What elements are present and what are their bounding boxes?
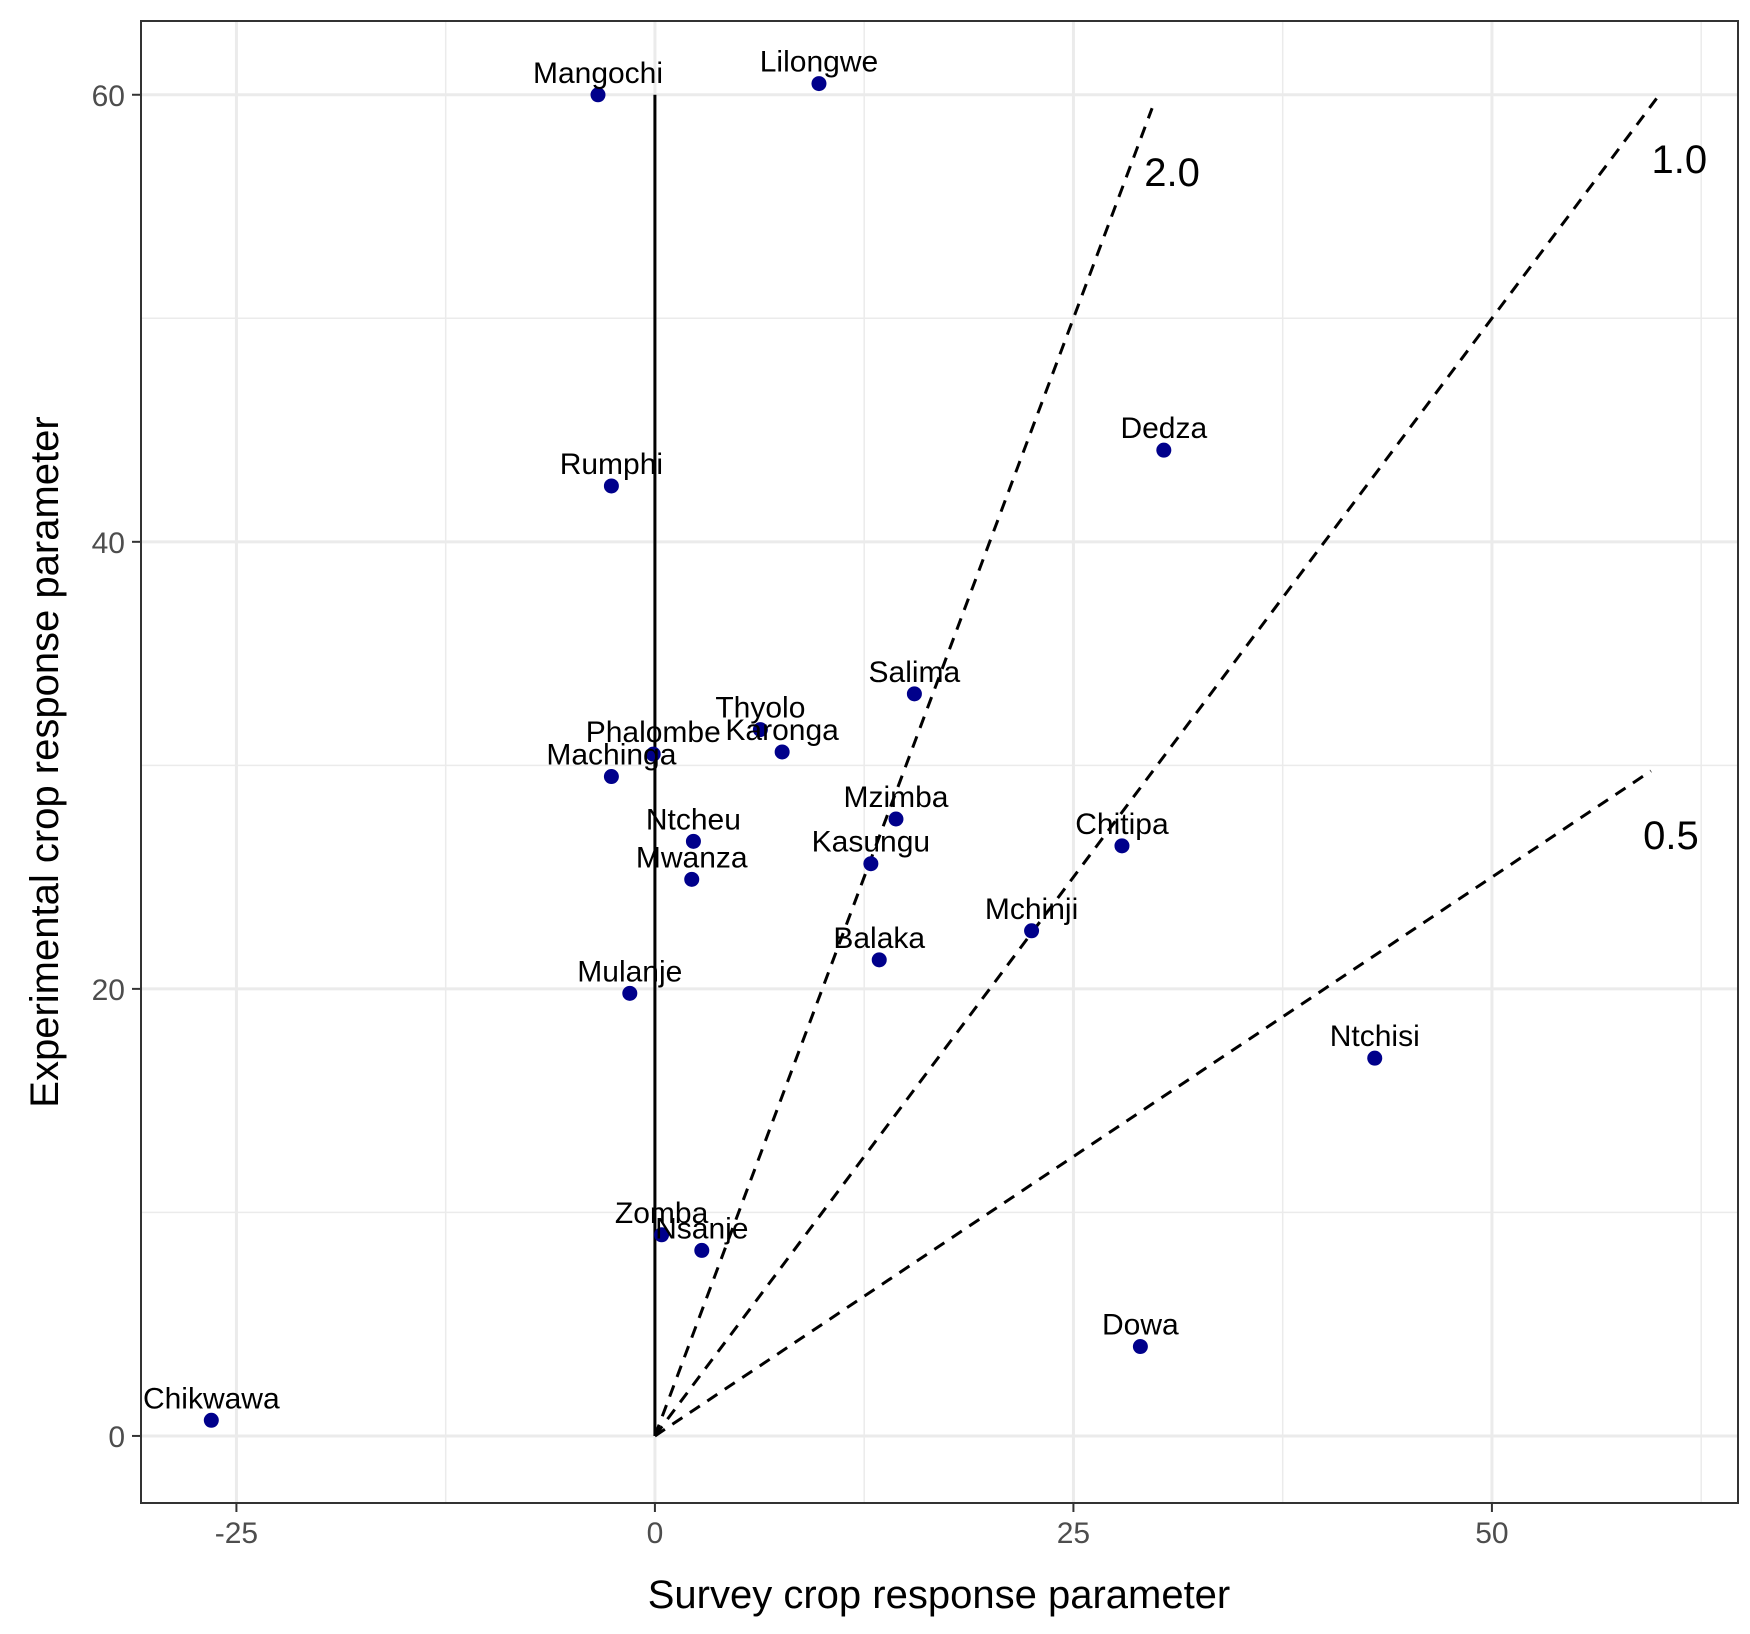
data-point: [811, 76, 827, 92]
reference-line-label: 2.0: [1144, 151, 1200, 195]
point-label: Mchinji: [985, 893, 1078, 926]
point-label: Salima: [869, 656, 961, 689]
x-axis-title: Survey crop response parameter: [648, 1573, 1231, 1617]
data-point: [645, 746, 661, 762]
point-label: Chitipa: [1075, 808, 1169, 841]
point-label: Zomba: [615, 1197, 709, 1230]
data-points: [203, 76, 1383, 1428]
data-point: [603, 769, 619, 785]
reference-lines: 2.0 1.0 0.5: [653, 93, 1708, 1438]
x-tick-label: 25: [1057, 1517, 1090, 1550]
point-label: Chikwawa: [143, 1382, 280, 1415]
data-point: [888, 811, 904, 827]
data-point: [203, 1412, 219, 1428]
reference-line-0-5: [654, 769, 1652, 1438]
data-point: [752, 722, 768, 738]
point-label: Mulanje: [577, 955, 682, 988]
x-tick-label: 50: [1475, 1517, 1508, 1550]
point-label: Phalombe: [586, 716, 721, 749]
reference-line-2-0: [653, 107, 1154, 1437]
data-point: [694, 1242, 710, 1258]
point-label: Balaka: [833, 922, 925, 955]
y-tick-label: 0: [108, 1421, 125, 1454]
data-point: [684, 871, 700, 887]
point-label: Ntcheu: [646, 803, 741, 836]
y-tick-label: 60: [92, 80, 125, 113]
data-point: [1156, 442, 1172, 458]
data-point: [603, 478, 619, 494]
point-label: Machinga: [546, 739, 676, 772]
reference-line-1-0: [653, 93, 1661, 1437]
y-tick-label: 40: [92, 527, 125, 560]
point-label: Mzimba: [843, 781, 948, 814]
y-axis-title: Experimental crop response parameter: [23, 416, 67, 1107]
data-point: [906, 686, 922, 702]
data-point: [622, 985, 638, 1001]
data-point: [863, 856, 879, 872]
y-tick-label: 20: [92, 974, 125, 1007]
data-point: [871, 952, 887, 968]
x-tick-label: -25: [215, 1517, 258, 1550]
point-label: Karonga: [725, 714, 839, 747]
point-label: Rumphi: [560, 448, 663, 481]
data-point: [1114, 838, 1130, 854]
point-labels: Mangochi LilongweRumphiDedzaSalimaThyoloK…: [143, 46, 1420, 1416]
point-label: Thyolo: [715, 692, 805, 725]
point-label: Mangochi: [533, 57, 663, 90]
point-label: Dedza: [1120, 412, 1207, 445]
point-label: Lilongwe: [760, 46, 878, 79]
data-point: [774, 744, 790, 760]
data-point: [654, 1227, 670, 1243]
data-point: [1132, 1339, 1148, 1355]
point-label: Kasungu: [812, 826, 930, 859]
y-axis: 0 20 40 60: [92, 80, 141, 1454]
reference-line-label: 1.0: [1652, 138, 1708, 182]
plot-panel-border: [140, 20, 1739, 1504]
data-point: [1367, 1050, 1383, 1066]
x-tick-label: 0: [647, 1517, 664, 1550]
point-label: Dowa: [1102, 1309, 1179, 1342]
point-label: Nsanje: [655, 1212, 748, 1245]
x-axis: -25 0 25 50: [215, 1503, 1509, 1550]
point-label: Ntchisi: [1330, 1020, 1420, 1053]
data-point: [590, 87, 606, 103]
point-label: Mwanza: [636, 841, 748, 874]
data-point: [1024, 923, 1040, 939]
data-point: [685, 833, 701, 849]
reference-line-label: 0.5: [1643, 814, 1699, 858]
